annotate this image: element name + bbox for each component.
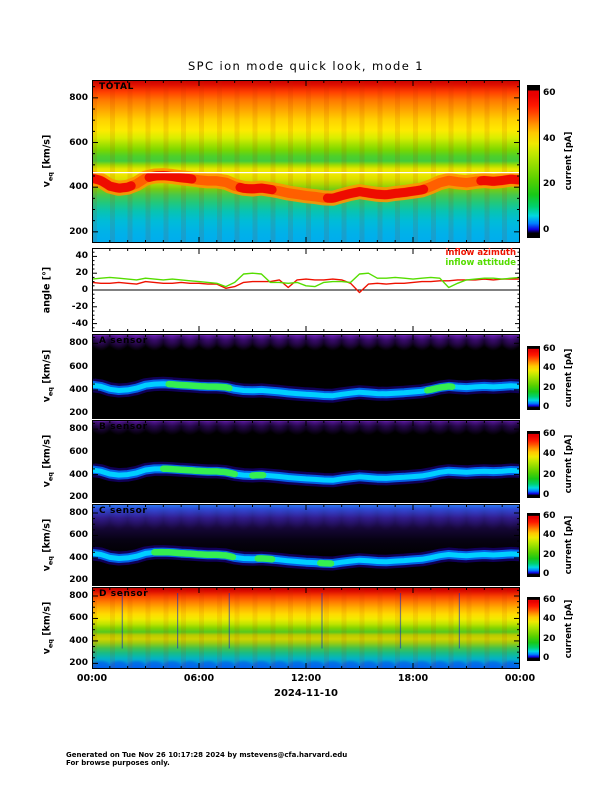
angle-legend: inflow azimuth inflow attitude	[445, 248, 516, 268]
colorbar-tick-total-60: 60	[543, 87, 556, 98]
colorbar-c-sensor	[527, 513, 540, 577]
panel-b-sensor-spectrogram: B sensor	[92, 420, 520, 503]
panel-label-total: TOTAL	[99, 82, 134, 92]
ytick-label-c-400: 400	[69, 552, 88, 563]
footer-generated-line: Generated on Tue Nov 26 10:17:28 2024 by…	[66, 751, 348, 759]
ytick-label-angle--40: -40	[71, 318, 88, 329]
veq-label-sub: eq	[46, 172, 55, 182]
colorbar-d-sensor	[527, 597, 540, 661]
b-sensor-canvas	[92, 420, 520, 503]
ytick-label-a-800: 800	[69, 338, 88, 349]
panel-c-sensor-spectrogram: C sensor	[92, 504, 520, 586]
colorbar-label-c: current [pA]	[564, 515, 574, 575]
colorbar-tick-d-40: 40	[543, 614, 556, 625]
ytick-label-angle--20: -20	[71, 301, 88, 312]
colorbar-tick-d-60: 60	[543, 595, 556, 606]
colorbar-tick-c-60: 60	[543, 511, 556, 522]
veq-label-main: v	[41, 396, 53, 403]
colorbar-tick-a-20: 20	[543, 382, 556, 393]
colorbar-tick-b-60: 60	[543, 429, 556, 440]
ytick-label-angle-0: 0	[81, 285, 88, 295]
ytick-label-b-200: 200	[69, 492, 88, 503]
x-axis-tick-label-2: 12:00	[290, 673, 322, 684]
panel-label-c-sensor: C sensor	[99, 506, 148, 516]
ytick-label-c-600: 600	[69, 530, 88, 541]
x-axis-tick-label-3: 18:00	[397, 673, 429, 684]
x-axis-tick-label-1: 06:00	[183, 673, 215, 684]
legend-inflow-azimuth: inflow azimuth	[445, 248, 516, 258]
ytick-label-d-400: 400	[69, 635, 88, 646]
panel-d-sensor-spectrogram: D sensor	[92, 587, 520, 669]
y-axis-label-c: veq [km/s]	[42, 519, 55, 572]
panel-label-d-sensor: D sensor	[99, 589, 149, 599]
ytick-label-total-200: 200	[69, 226, 88, 237]
ytick-label-angle-20: 20	[75, 268, 88, 279]
colorbar-tick-c-20: 20	[543, 549, 556, 560]
colorbar-a-sensor	[527, 346, 540, 410]
ytick-label-total-400: 400	[69, 182, 88, 193]
legend-inflow-attitude: inflow attitude	[445, 257, 516, 268]
x-axis-tick-label-4: 00:00	[504, 673, 536, 684]
panel-label-b-sensor: B sensor	[99, 422, 148, 432]
total-spectrogram-canvas	[92, 80, 520, 243]
colorbar-label-a: current [pA]	[564, 348, 574, 408]
veq-label-main: v	[41, 565, 53, 572]
ytick-label-d-800: 800	[69, 590, 88, 601]
x-axis-date-label: 2024-11-10	[274, 688, 338, 699]
veq-label-main: v	[41, 648, 53, 655]
ytick-label-b-800: 800	[69, 424, 88, 435]
d-sensor-canvas	[92, 587, 520, 669]
colorbar-tick-c-40: 40	[543, 530, 556, 541]
ytick-label-c-800: 800	[69, 507, 88, 518]
colorbar-tick-d-20: 20	[543, 633, 556, 644]
colorbar-tick-c-0: 0	[543, 568, 550, 579]
panel-total-spectrogram: TOTAL	[92, 80, 520, 243]
colorbar-tick-total-20: 20	[543, 179, 556, 190]
colorbar-label-b: current [pA]	[564, 434, 574, 494]
veq-label-main: v	[41, 481, 53, 488]
ytick-label-angle-40: 40	[75, 251, 88, 262]
panel-label-a-sensor: A sensor	[99, 336, 148, 346]
colorbar-tick-a-60: 60	[543, 344, 556, 355]
ytick-label-a-600: 600	[69, 361, 88, 372]
angle-plot-canvas	[92, 248, 520, 332]
ytick-label-d-600: 600	[69, 613, 88, 624]
colorbar-tick-a-40: 40	[543, 363, 556, 374]
footer-browse-line: For browse purposes only.	[66, 759, 170, 767]
y-axis-label-d: veq [km/s]	[42, 602, 55, 655]
ytick-label-total-800: 800	[69, 92, 88, 103]
colorbar-tick-b-0: 0	[543, 489, 550, 500]
x-axis-tick-label-0: 00:00	[76, 673, 108, 684]
colorbar-tick-d-0: 0	[543, 652, 550, 663]
ytick-label-d-200: 200	[69, 658, 88, 669]
panel-a-sensor-spectrogram: A sensor	[92, 334, 520, 419]
colorbar-label-d: current [pA]	[564, 599, 574, 659]
colorbar-tick-total-0: 0	[543, 225, 550, 236]
colorbar-tick-total-40: 40	[543, 133, 556, 144]
colorbar-tick-a-0: 0	[543, 401, 550, 412]
ytick-label-a-200: 200	[69, 408, 88, 419]
ytick-label-b-400: 400	[69, 469, 88, 480]
colorbar-total	[527, 85, 540, 238]
colorbar-label-total: current [pA]	[564, 131, 574, 191]
ytick-label-b-600: 600	[69, 446, 88, 457]
colorbar-tick-b-20: 20	[543, 469, 556, 480]
colorbar-tick-b-40: 40	[543, 449, 556, 460]
ytick-label-a-400: 400	[69, 384, 88, 395]
ytick-label-c-200: 200	[69, 575, 88, 586]
colorbar-b-sensor	[527, 431, 540, 498]
panel-inflow-angle: inflow azimuth inflow attitude	[92, 248, 520, 332]
ytick-label-total-600: 600	[69, 137, 88, 148]
a-sensor-canvas	[92, 334, 520, 419]
page-title: SPC ion mode quick look, mode 1	[187, 59, 424, 73]
c-sensor-canvas	[92, 504, 520, 586]
